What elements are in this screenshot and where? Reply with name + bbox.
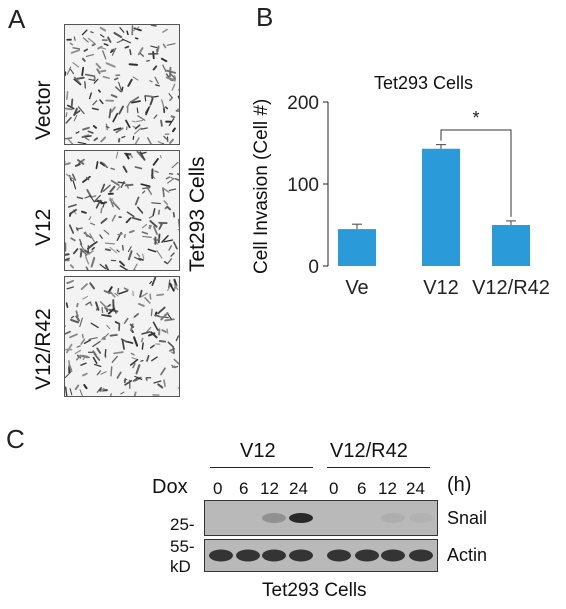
timepoint-0b: 0: [329, 479, 339, 498]
bar-v12: [422, 148, 460, 266]
timepoint-12: 12: [260, 479, 279, 498]
group-label-v12-r42: V12/R42: [330, 440, 408, 462]
chart-ylabel: Cell Invasion (Cell #): [251, 98, 272, 274]
x-tick-label: V12: [423, 277, 459, 299]
band: [289, 513, 313, 523]
band: [381, 513, 405, 523]
micrograph-v12: [64, 150, 180, 271]
band: [262, 549, 286, 562]
chart-title: Tet293 Cells: [374, 73, 474, 93]
significance-bracket: [440, 129, 512, 217]
bar-ve: [338, 229, 376, 266]
panel-letter-c: C: [6, 424, 25, 454]
timepoint-12b: 12: [378, 479, 397, 498]
band: [327, 549, 351, 562]
marker-25: 25-: [170, 515, 195, 534]
group-label-v12: V12: [240, 440, 276, 462]
significance-star: *: [472, 108, 479, 128]
band: [355, 549, 379, 562]
x-tick-label: V12/R42: [472, 277, 550, 299]
blot-actin: [204, 539, 438, 572]
panel-letter-a: A: [8, 4, 26, 34]
y-tick-label: 100: [287, 175, 319, 196]
marker-55: 55-: [170, 537, 195, 556]
label-v12: V12: [32, 208, 55, 246]
band: [262, 513, 286, 523]
blot-snail: [204, 500, 438, 536]
band: [409, 513, 433, 523]
band: [209, 549, 233, 562]
marker-kd: kD: [170, 557, 191, 576]
unit-label: (h): [447, 474, 472, 496]
timepoint-24: 24: [289, 479, 308, 498]
label-vector: Vector: [32, 80, 55, 140]
band-label-actin: Actin: [447, 545, 488, 565]
band: [381, 549, 405, 562]
timepoint-6b: 6: [357, 479, 367, 498]
y-tick-label: 200: [287, 93, 319, 114]
y-tick-label: 0: [308, 257, 319, 278]
timepoint-6: 6: [239, 479, 249, 498]
label-tet293-cells-a: Tet293 Cells: [186, 156, 209, 272]
x-tick-label: Ve: [345, 277, 368, 299]
band: [236, 549, 260, 562]
band: [409, 549, 433, 562]
band: [289, 549, 313, 562]
bar-v12-r42: [492, 225, 530, 266]
dox-label: Dox: [152, 476, 188, 498]
blot-footer: Tet293 Cells: [262, 580, 367, 601]
timepoint-0: 0: [213, 479, 223, 498]
micrograph-v12-r42: [64, 276, 180, 397]
micrograph-vector: [64, 24, 180, 145]
group-line-v12-r42: [327, 467, 430, 468]
band-label-snail: Snail: [447, 508, 488, 528]
timepoint-24b: 24: [406, 479, 425, 498]
bar-chart: 0 100 200 Ve V12 V12/R42 *: [287, 93, 550, 299]
group-line-v12: [210, 467, 313, 468]
label-v12-r42: V12/R42: [32, 308, 55, 390]
panel-letter-b: B: [256, 2, 274, 32]
